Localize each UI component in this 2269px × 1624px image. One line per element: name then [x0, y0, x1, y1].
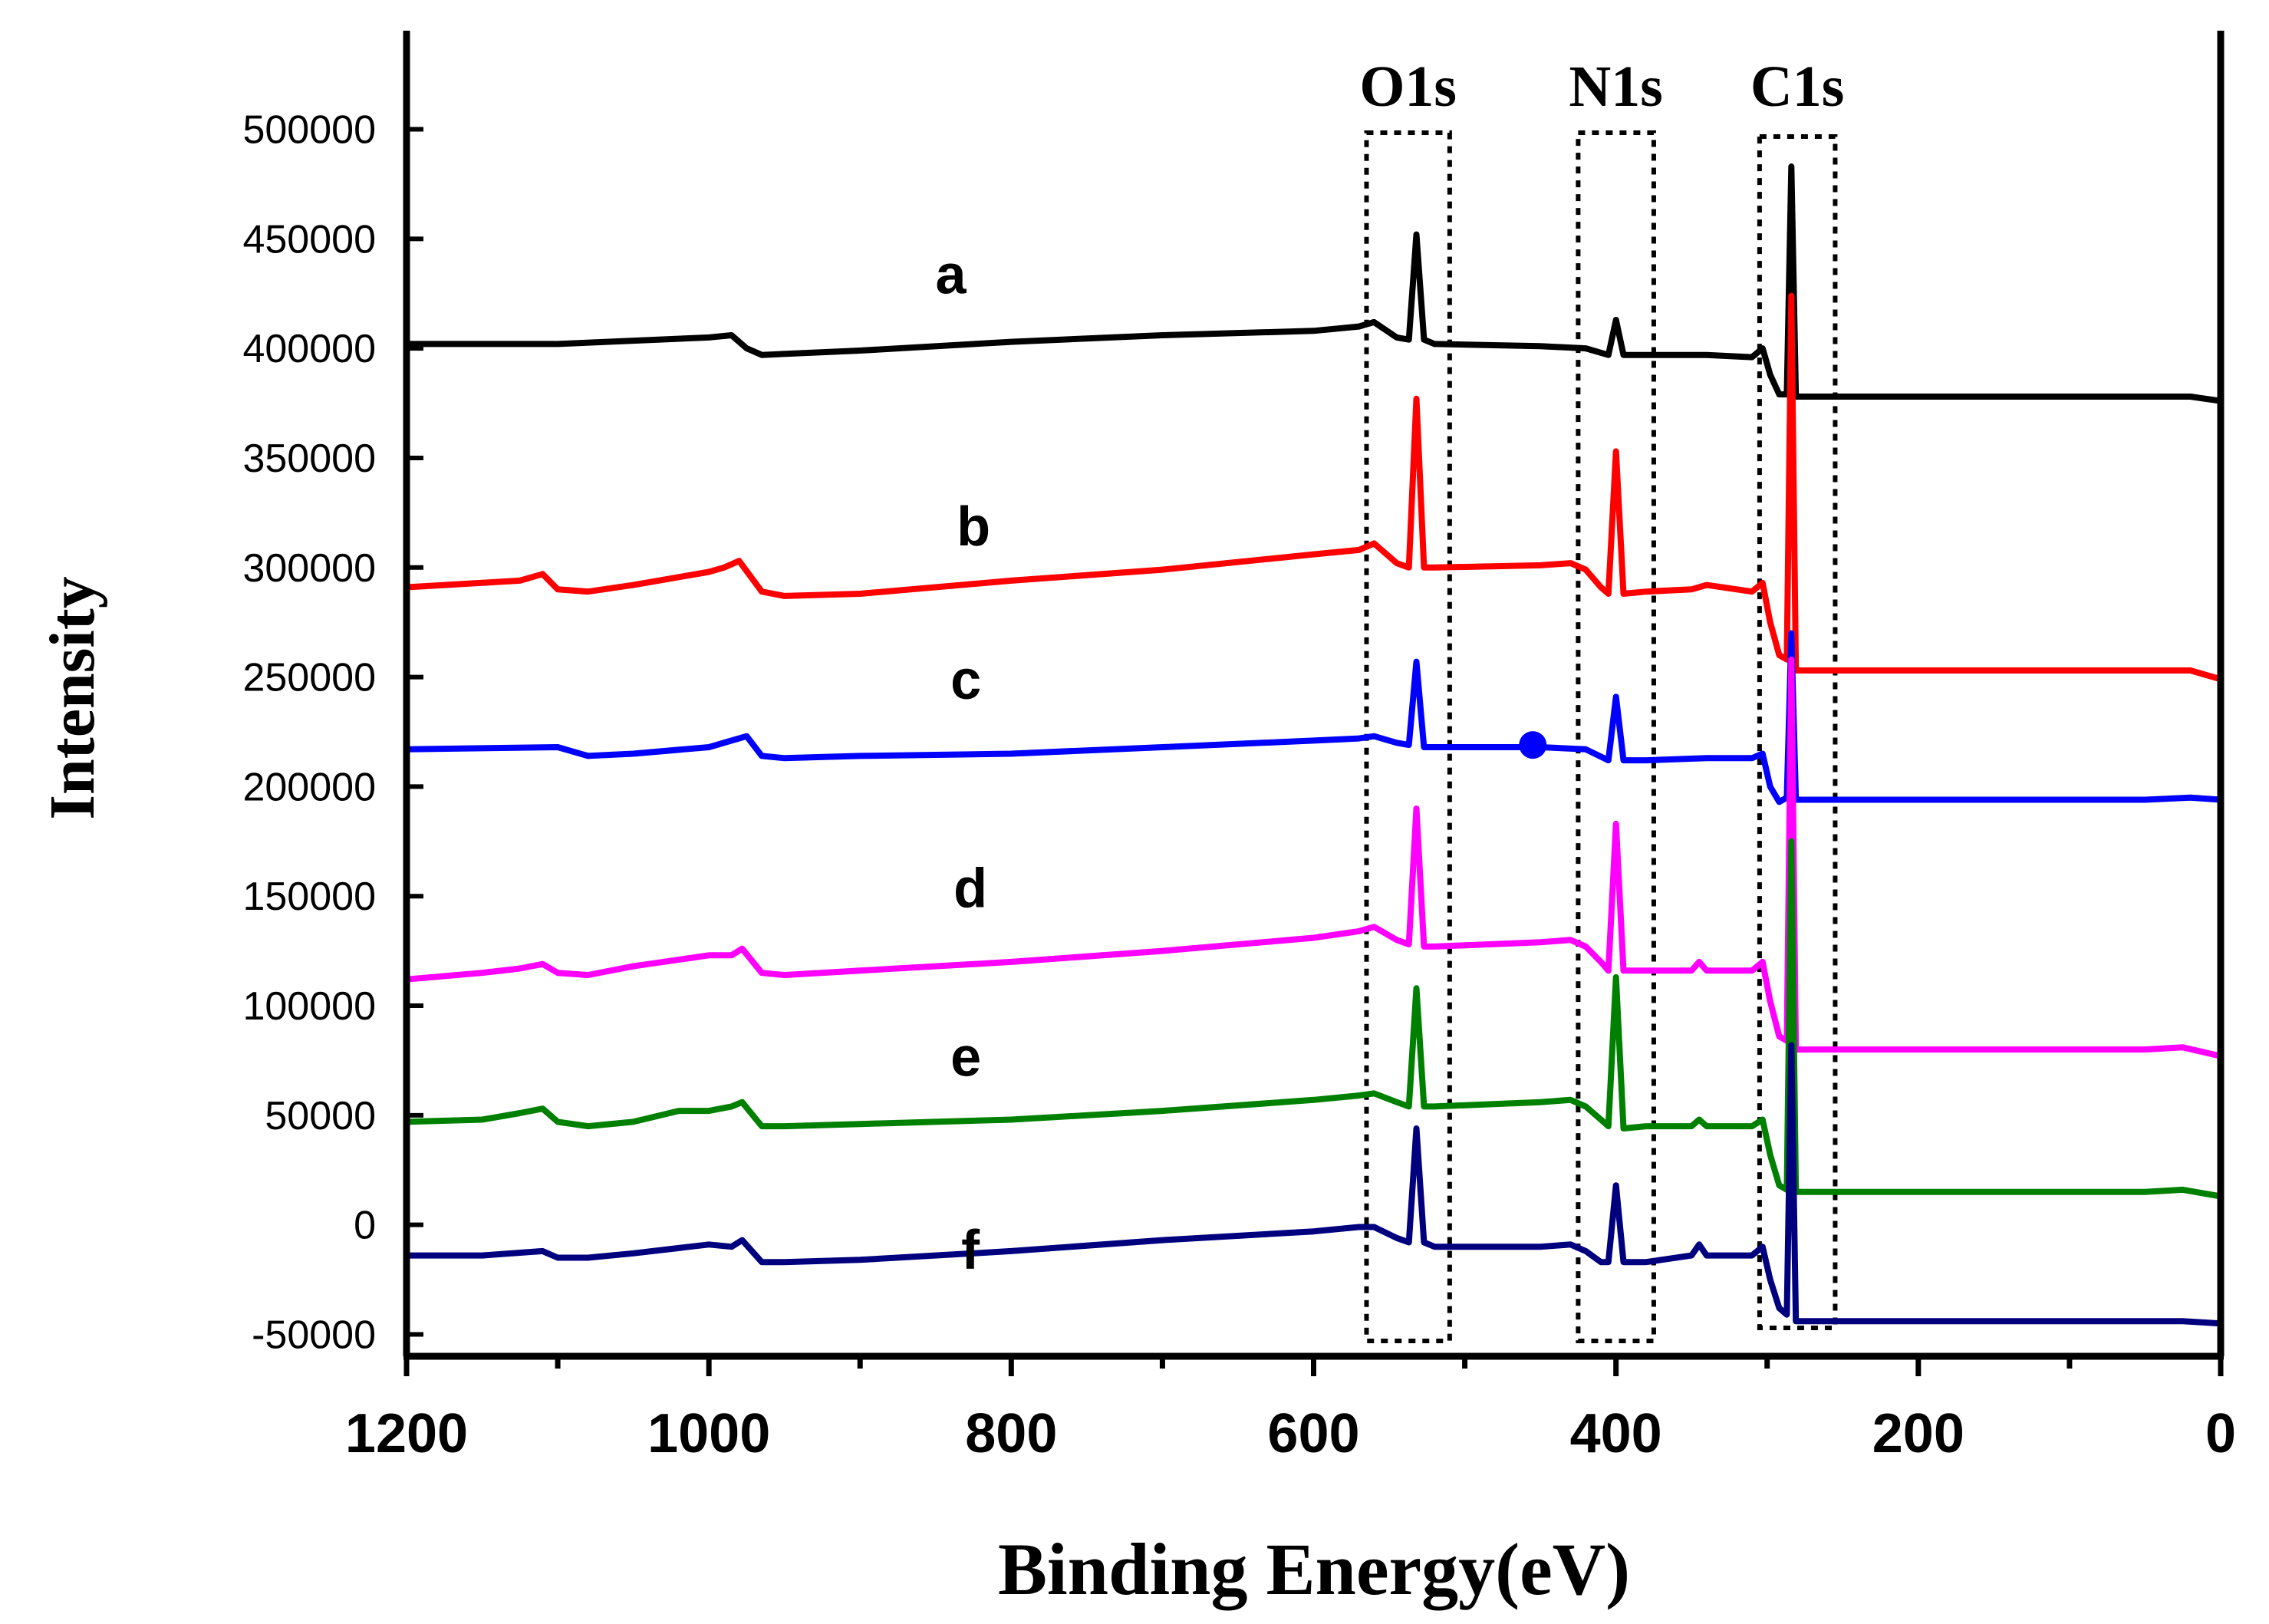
series-label-e: e [950, 1026, 981, 1088]
x-tick-label: 0 [2205, 1403, 2236, 1464]
peak-label-n1s: N1s [1569, 54, 1662, 119]
series-line-f [403, 1042, 2224, 1327]
peak-labels: O1s N1s C1s [1359, 54, 1844, 119]
data-marker-dot [1519, 731, 1547, 759]
y-axis-ticks: -50000 0 50000 100000 150000 200000 250000 3000… [242, 108, 423, 1357]
x-tick-label: 200 [1872, 1403, 1964, 1464]
series-label-f: f [961, 1220, 980, 1281]
y-axis-title: Intensity [37, 576, 108, 819]
series-label-d: d [953, 858, 987, 919]
y-tick-label: 500000 [242, 108, 376, 153]
series-lines [403, 163, 2224, 1327]
series-line-c [403, 630, 2224, 805]
series-line-d [403, 656, 2224, 1059]
y-tick-label: 450000 [242, 217, 376, 262]
y-tick-label: -50000 [252, 1313, 376, 1357]
series-labels: a b c d e f [935, 245, 990, 1281]
x-tick-label: 800 [965, 1403, 1057, 1464]
series-line-b [403, 292, 2224, 683]
series-line-e [403, 838, 2224, 1200]
y-tick-label: 200000 [242, 765, 376, 809]
x-tick-label: 400 [1570, 1403, 1662, 1464]
peak-region-box-c1s [1757, 134, 1838, 1330]
y-tick-label: 50000 [265, 1094, 376, 1138]
x-axis-title: Binding Energy(eV) [998, 1528, 1630, 1610]
series-label-a: a [935, 245, 967, 306]
peak-label-c1s: C1s [1750, 54, 1844, 119]
x-tick-label: 1200 [345, 1403, 468, 1464]
x-tick-label: 1000 [647, 1403, 770, 1464]
y-tick-label: 350000 [242, 436, 376, 481]
y-tick-label: 300000 [242, 546, 376, 591]
series-label-b: b [957, 496, 990, 558]
peak-label-o1s: O1s [1359, 54, 1457, 119]
peak-region-boxes [1364, 130, 1838, 1343]
series-label-c: c [950, 650, 981, 711]
y-tick-label: 0 [354, 1204, 376, 1248]
axes [403, 31, 2225, 1360]
markers [1519, 731, 1547, 759]
peak-region-box-n1s [1576, 130, 1656, 1343]
x-tick-label: 600 [1267, 1403, 1359, 1464]
series-line-a [403, 163, 2224, 404]
x-axis-ticks: 1200 1000 800 600 400 200 0 [345, 1356, 2236, 1464]
y-tick-label: 100000 [242, 984, 376, 1029]
y-tick-label: 250000 [242, 656, 376, 700]
y-tick-label: 150000 [242, 875, 376, 919]
y-tick-label: 400000 [242, 327, 376, 371]
